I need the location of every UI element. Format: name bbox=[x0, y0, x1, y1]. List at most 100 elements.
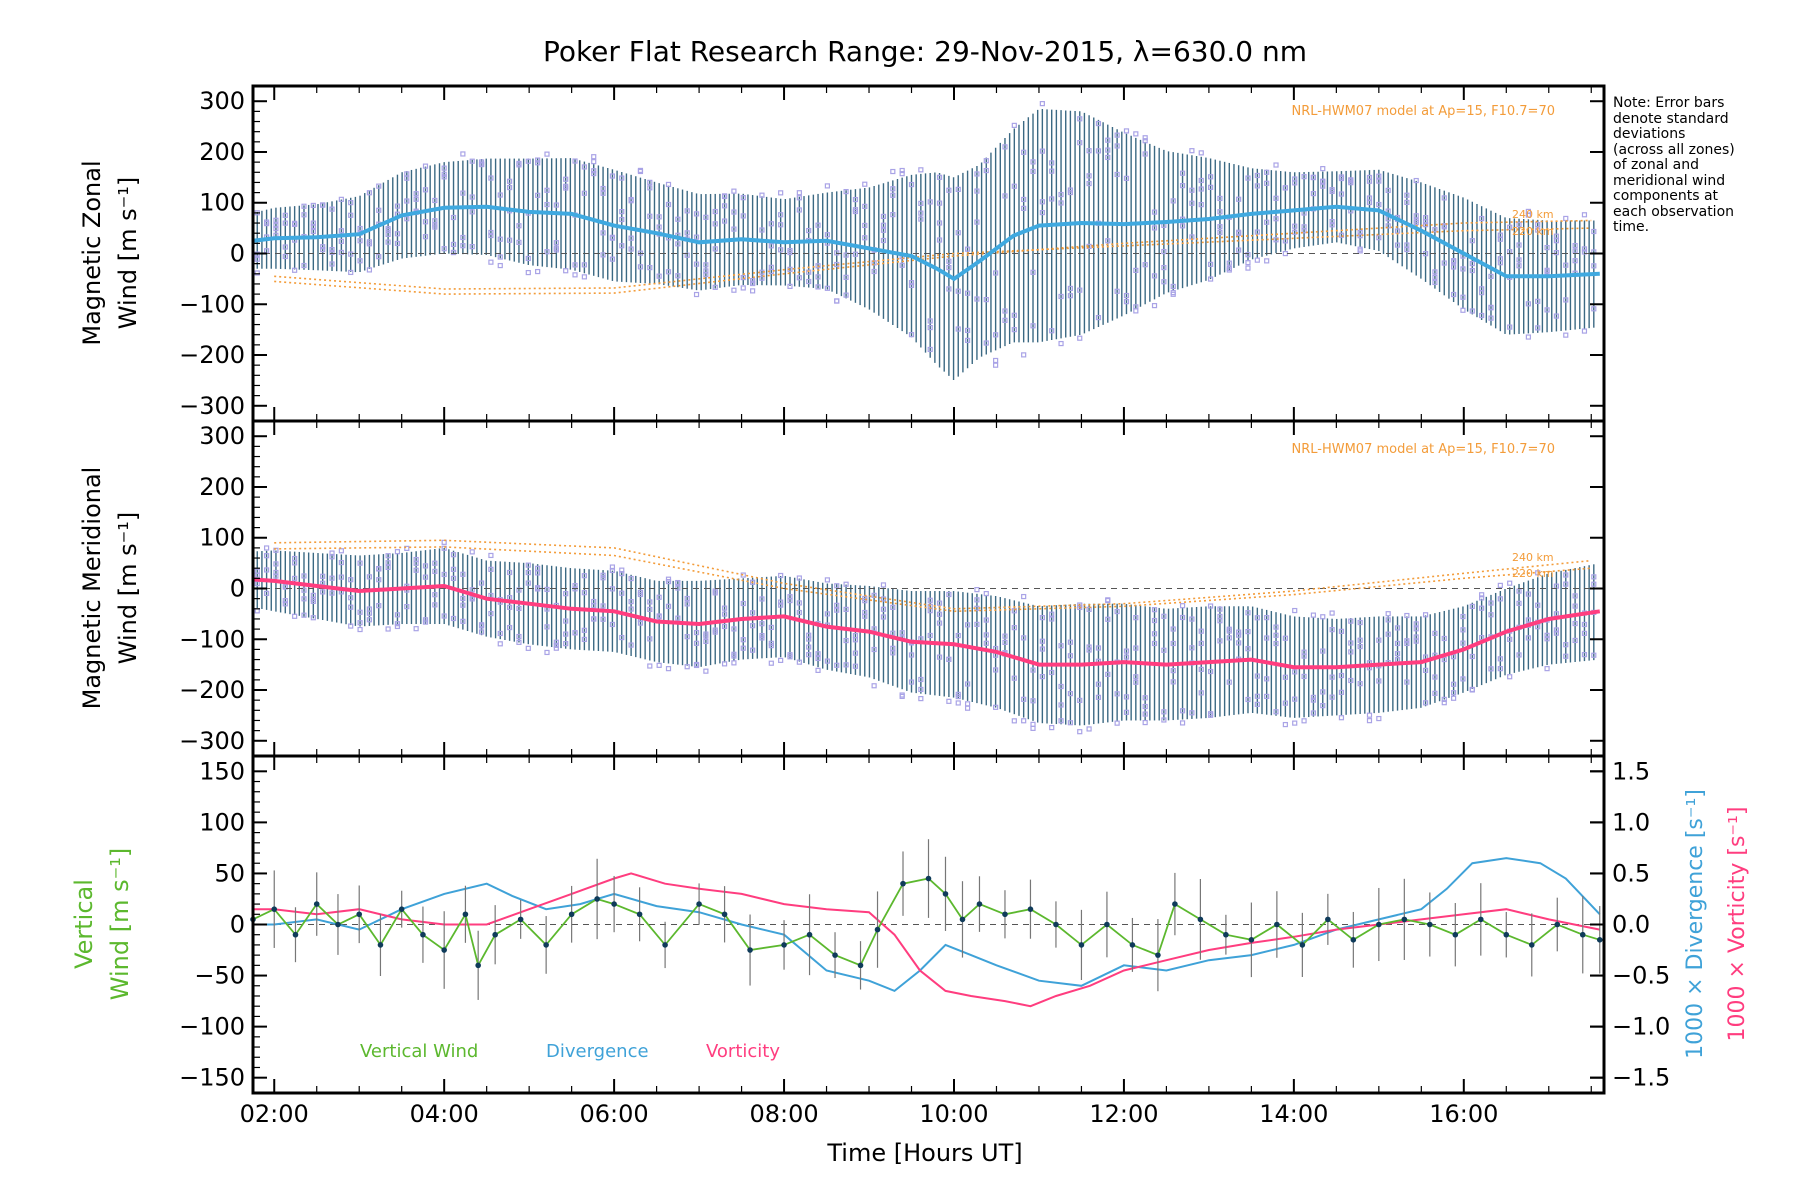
meridional-zone-point bbox=[1376, 637, 1382, 643]
meridional-zone-point bbox=[516, 605, 522, 612]
vertical-y-tick-label: −100 bbox=[179, 1013, 245, 1041]
zonal-zone-point bbox=[1469, 238, 1475, 244]
zonal-zone-point bbox=[815, 274, 821, 280]
zonal-zone-point bbox=[852, 208, 859, 215]
zonal-zone-point bbox=[1161, 264, 1167, 271]
vertical-wind-point bbox=[976, 901, 983, 907]
x-tick-label: 12:00 bbox=[1089, 1100, 1158, 1128]
meridional-y-tick-label: 0 bbox=[230, 575, 245, 603]
meridional-zone-point bbox=[394, 612, 401, 618]
zonal-zone-point bbox=[806, 227, 812, 234]
meridional-zone-point bbox=[1516, 600, 1522, 606]
zonal-zone-point bbox=[796, 207, 802, 213]
zonal-zone-point bbox=[1292, 229, 1298, 235]
zonal-zone-point bbox=[581, 262, 587, 268]
meridional-zone-point bbox=[628, 642, 634, 648]
meridional-ylabel-line1: Magnetic Meridional bbox=[78, 467, 106, 710]
meridional-zone-point bbox=[422, 563, 429, 569]
zonal-zone-point bbox=[796, 275, 802, 281]
meridional-zone-point bbox=[1460, 640, 1466, 646]
zonal-zone-point bbox=[1553, 233, 1560, 239]
zonal-model-220km-line bbox=[274, 227, 1592, 290]
zonal-zone-point bbox=[329, 261, 335, 267]
meridional-zone-point bbox=[376, 577, 382, 583]
meridional-zone-point bbox=[768, 624, 774, 631]
vorticity-line bbox=[253, 872, 1600, 1008]
zonal-zone-point bbox=[1292, 180, 1298, 186]
zonal-zone-point bbox=[1049, 196, 1055, 202]
meridional-zone-point bbox=[254, 572, 260, 578]
zonal-zone-point bbox=[619, 175, 625, 181]
meridional-zone-point bbox=[1460, 676, 1466, 682]
zonal-wind-panel: 300 200 100 0 −100 −200 −300 NRL-HWM07 model a… bbox=[78, 84, 1606, 423]
zonal-zone-point bbox=[1077, 140, 1083, 146]
meridional-zone-point bbox=[656, 614, 662, 620]
note-line: deviations bbox=[1613, 126, 1686, 142]
meridional-zone-point bbox=[637, 620, 644, 626]
zonal-zone-point bbox=[1581, 328, 1588, 334]
meridional-zone-point bbox=[1161, 709, 1167, 715]
zonal-zone-point bbox=[460, 190, 466, 196]
zonal-zone-point bbox=[1058, 200, 1064, 206]
zonal-y-tick-label: 300 bbox=[199, 87, 245, 115]
meridional-zone-point bbox=[1581, 621, 1588, 628]
zonal-zone-point bbox=[1544, 244, 1550, 251]
zonal-zone-point bbox=[964, 290, 971, 296]
vertical-y-tick-label: −150 bbox=[179, 1064, 245, 1092]
meridional-zone-point bbox=[1095, 645, 1102, 651]
meridional-zone-point bbox=[450, 615, 457, 622]
vertical-wind-point bbox=[475, 962, 481, 969]
zonal-zone-point bbox=[815, 284, 821, 290]
meridional-zone-point bbox=[1385, 617, 1391, 623]
zonal-zone-point bbox=[525, 158, 531, 164]
meridional-zone-point bbox=[740, 645, 746, 651]
zonal-zone-point bbox=[609, 173, 616, 179]
meridional-zone-point bbox=[1553, 611, 1560, 617]
meridional-zone-point bbox=[1254, 693, 1260, 699]
vertical-y-tick-label: 150 bbox=[199, 757, 245, 785]
zonal-zone-point bbox=[581, 274, 587, 280]
zonal-zone-point bbox=[647, 179, 653, 185]
zonal-zone-point bbox=[1572, 248, 1578, 254]
zonal-zone-point bbox=[693, 234, 700, 240]
vertical-wind-point bbox=[1274, 921, 1280, 928]
zonal-zone-point bbox=[1572, 242, 1578, 249]
meridional-zone-point bbox=[1123, 654, 1130, 660]
meridional-zone-point bbox=[292, 555, 298, 562]
meridional-zone-point bbox=[721, 661, 728, 667]
meridional-zone-point bbox=[1011, 625, 1017, 631]
zonal-zone-point bbox=[1207, 276, 1214, 282]
zonal-zone-point bbox=[796, 190, 802, 196]
zonal-zone-point bbox=[609, 256, 616, 262]
zonal-zone-point bbox=[759, 275, 765, 281]
zonal-zone-point bbox=[1553, 313, 1560, 319]
meridional-zone-point bbox=[1170, 626, 1176, 632]
meridional-zone-point bbox=[1217, 606, 1223, 612]
meridional-zone-point bbox=[441, 539, 447, 545]
meridional-zone-point bbox=[1310, 612, 1317, 618]
zonal-zone-point bbox=[1067, 285, 1073, 292]
meridional-zone-point bbox=[908, 652, 915, 658]
meridional-zone-point bbox=[432, 560, 438, 566]
zonal-zone-point bbox=[647, 213, 653, 219]
meridional-zone-point bbox=[1535, 602, 1541, 608]
zonal-zone-point bbox=[880, 213, 887, 220]
zonal-zone-point bbox=[422, 234, 429, 240]
zonal-zone-point bbox=[497, 262, 503, 269]
zonal-zone-point bbox=[1264, 169, 1270, 175]
zonal-zone-point bbox=[843, 274, 849, 280]
zonal-zone-point bbox=[422, 187, 429, 193]
zonal-zone-point bbox=[1282, 250, 1288, 257]
meridional-zone-point bbox=[1563, 653, 1569, 659]
meridional-zone-point bbox=[572, 583, 578, 589]
meridional-zone-point bbox=[1544, 666, 1550, 672]
zonal-zone-point bbox=[974, 219, 980, 225]
zonal-zone-point bbox=[1264, 219, 1270, 225]
meridional-zone-point bbox=[310, 598, 316, 604]
vertical-wind-point bbox=[1376, 921, 1382, 928]
zonal-zone-point bbox=[712, 246, 718, 252]
vertical-wind-point bbox=[747, 947, 753, 953]
x-tick-label: 10:00 bbox=[919, 1100, 988, 1128]
zonal-zone-point bbox=[1591, 228, 1597, 235]
meridional-zone-point bbox=[469, 596, 475, 602]
